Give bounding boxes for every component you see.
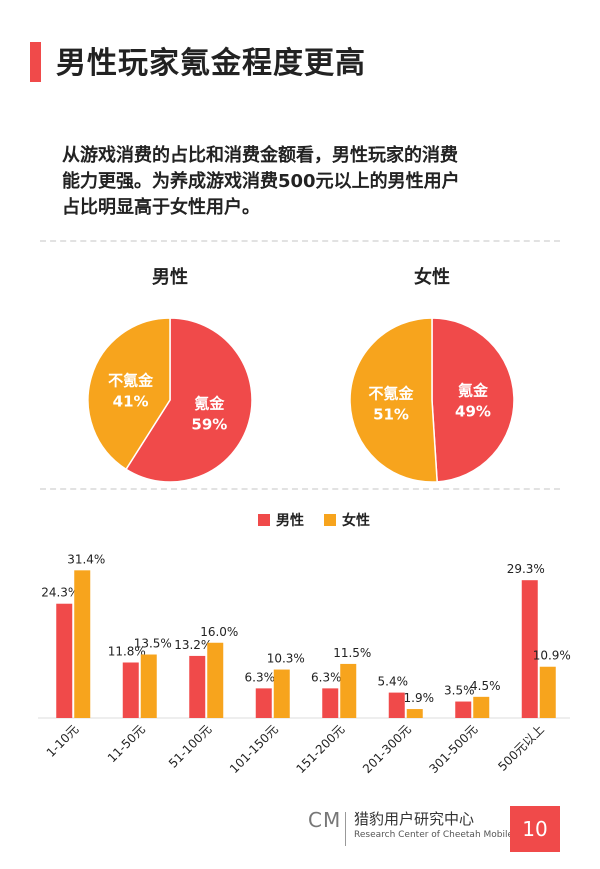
- bar-value-label: 31.4%: [67, 552, 105, 566]
- bar-value-label: 13.2%: [174, 638, 212, 652]
- pie-slice: [349, 317, 438, 483]
- bar-value-label: 5.4%: [378, 675, 409, 689]
- intro-line-1: 从游戏消费的占比和消费金额看，男性玩家的消费: [62, 145, 458, 166]
- pie-slice: [431, 317, 515, 483]
- x-tick-label: 11-50元: [105, 722, 148, 765]
- bar: [340, 663, 357, 718]
- bar-value-label: 11.8%: [108, 645, 146, 659]
- bar-legend: 男性 女性: [258, 510, 370, 530]
- bar-value-label: 6.3%: [245, 670, 276, 684]
- divider: [40, 240, 560, 242]
- bar-value-label: 13.5%: [134, 637, 172, 651]
- male-pie-chart: 氪金 59% 不氪金 41%: [87, 317, 253, 483]
- bar-value-label: 11.5%: [333, 646, 371, 660]
- intro-text: 从游戏消费的占比和消费金额看，男性玩家的消费 能力更强。为养成游戏消费500元以…: [62, 143, 542, 221]
- male-pie-title: 男性: [152, 267, 188, 288]
- bar-value-label: 4.5%: [470, 679, 501, 693]
- pie-slice-value: 49%: [455, 403, 491, 421]
- divider: [40, 488, 560, 490]
- pie-slice-value: 41%: [113, 393, 149, 411]
- intro-line-3: 占比明显高于女性用户。: [62, 197, 260, 218]
- pie-slice-label: 不氪金: [369, 384, 415, 402]
- footer-org-name: 猎豹用户研究中心: [354, 810, 475, 828]
- bar: [521, 580, 538, 718]
- pie-slice-label: 氪金: [194, 394, 225, 412]
- bar: [140, 654, 157, 718]
- legend-swatch-male: [258, 514, 270, 526]
- title-accent-bar: [30, 42, 41, 82]
- footer-logo: CM: [308, 808, 342, 832]
- bar: [74, 570, 91, 718]
- bar: [207, 642, 224, 718]
- female-pie-chart: 氪金 49% 不氪金 51%: [349, 317, 515, 483]
- x-tick-label: 301-500元: [427, 722, 481, 776]
- bar-value-label: 24.3%: [41, 586, 79, 600]
- bar-value-label: 3.5%: [444, 684, 475, 698]
- bar: [322, 688, 339, 718]
- pie-slice-value: 51%: [373, 405, 409, 423]
- bar: [388, 692, 405, 718]
- x-tick-label: 500元以上: [495, 722, 547, 774]
- female-pie-title: 女性: [414, 267, 450, 288]
- bar: [255, 688, 272, 718]
- page-number: 10: [510, 806, 560, 852]
- x-tick-label: 201-300元: [360, 722, 414, 776]
- legend-label-female: 女性: [342, 513, 370, 529]
- bar: [473, 696, 490, 718]
- page-title: 男性玩家氪金程度更高: [56, 46, 366, 81]
- x-tick-label: 1-10元: [44, 722, 82, 760]
- spend-bar-chart: 24.3% 31.4% 1-10元 11.8%13.5% 11-50元 13.2%16.0…: [38, 552, 571, 776]
- bar: [406, 709, 423, 718]
- bar-value-label: 16.0%: [200, 625, 238, 639]
- bar: [455, 701, 472, 718]
- bar-value-label: 29.3%: [507, 562, 545, 576]
- bar-value-label: 6.3%: [311, 670, 342, 684]
- bar: [189, 655, 206, 718]
- legend-label-male: 男性: [276, 513, 304, 529]
- bar: [539, 666, 556, 718]
- bar: [56, 603, 73, 718]
- footer-org-subtitle: Research Center of Cheetah Mobile: [354, 830, 514, 840]
- x-tick-label: 51-100元: [166, 722, 214, 770]
- bar-value-label: 1.9%: [404, 691, 435, 705]
- bar-value-label: 10.3%: [267, 652, 305, 666]
- pie-slice-value: 59%: [191, 415, 227, 433]
- bar: [122, 662, 139, 718]
- intro-line-2: 能力更强。为养成游戏消费500元以上的男性用户: [62, 171, 460, 192]
- x-tick-label: 151-200元: [294, 722, 348, 776]
- footer-separator: [345, 812, 346, 846]
- x-tick-label: 101-150元: [227, 722, 281, 776]
- pie-slice: [125, 317, 253, 483]
- pie-slice-label: 不氪金: [108, 372, 154, 390]
- pie-slice-label: 氪金: [458, 382, 489, 400]
- pie-slice: [87, 317, 171, 471]
- bar-value-label: 10.9%: [533, 649, 571, 663]
- bar: [273, 669, 290, 718]
- legend-swatch-female: [324, 514, 336, 526]
